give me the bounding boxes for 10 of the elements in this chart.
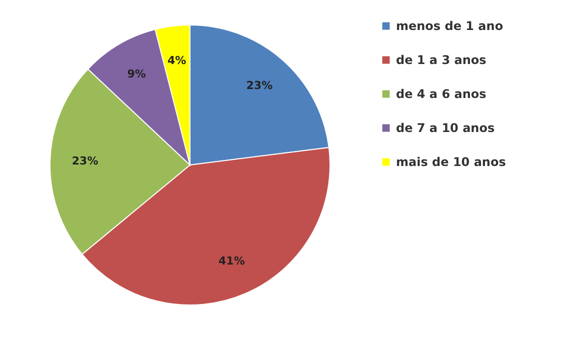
data-label: 9% <box>127 68 146 81</box>
legend-label: de 1 a 3 anos <box>396 53 486 67</box>
data-label: 4% <box>167 54 186 67</box>
legend-label: mais de 10 anos <box>396 155 506 169</box>
data-label: 23% <box>246 79 273 92</box>
legend-label: menos de 1 ano <box>396 19 504 33</box>
data-label: 41% <box>218 254 245 268</box>
legend-label: de 7 a 10 anos <box>396 121 495 135</box>
data-label: 23% <box>72 154 98 168</box>
legend-label: de 4 a 6 anos <box>396 87 486 101</box>
